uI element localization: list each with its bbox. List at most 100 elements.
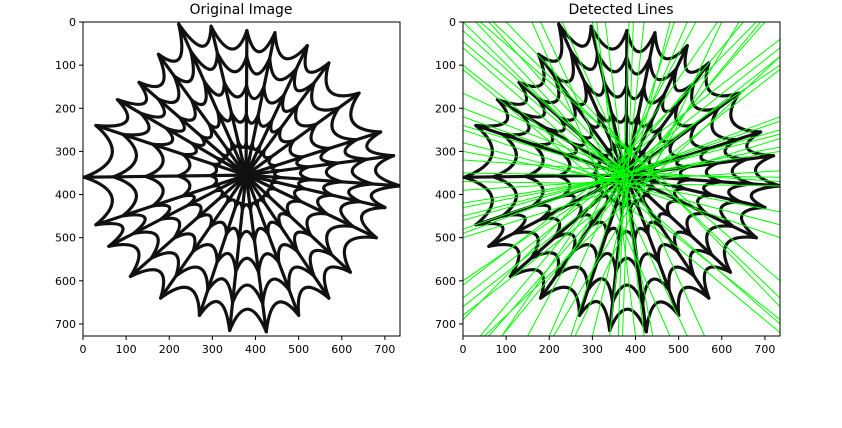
web-arc (159, 285, 202, 317)
web-spoke (536, 52, 628, 177)
web-arc (237, 229, 257, 243)
web-arc (267, 155, 278, 168)
web-spoke (624, 173, 758, 240)
web-arc (325, 224, 355, 257)
web-arc (225, 140, 234, 152)
detected-line (463, 47, 780, 325)
web-arc (531, 203, 552, 221)
y-tick-label: 500 (435, 232, 456, 245)
web-spoke (557, 22, 628, 177)
web-arc (501, 111, 531, 137)
web-arc (614, 256, 641, 274)
web-arc (602, 81, 629, 99)
detected-line (609, 22, 645, 336)
axes-frame (82, 21, 401, 337)
web-arc (753, 154, 780, 188)
web-arc (252, 226, 270, 243)
web-spoke (228, 173, 248, 332)
web-arc (641, 277, 671, 306)
web-arc (646, 220, 663, 236)
y-axis-ticks: 0 100 200 300 400 500 600 700 (55, 16, 83, 331)
web-arc (293, 187, 306, 203)
detected-line (463, 125, 628, 176)
web-arc (710, 106, 738, 142)
web-spoke (137, 80, 248, 177)
web-spoke (624, 173, 780, 188)
web-arc (128, 268, 166, 300)
web-arc (202, 79, 226, 97)
web-arc (570, 79, 588, 107)
web-arc (347, 182, 374, 204)
web-spoke (244, 173, 353, 274)
detected-line (570, 22, 675, 336)
detected-line (463, 30, 628, 178)
detected-line (505, 22, 780, 308)
web-spoke (244, 31, 277, 177)
web-arc (656, 243, 679, 264)
web-arc (94, 222, 125, 248)
web-arc (644, 300, 681, 334)
web-arc (215, 51, 249, 74)
web-arc (156, 74, 181, 105)
web-arc (264, 300, 301, 334)
web-spoke (244, 44, 309, 177)
web-arc (511, 230, 540, 260)
web-spoke (94, 173, 248, 227)
detected-line (617, 22, 630, 336)
y-tick-label: 300 (55, 145, 76, 158)
y-tick-label: 700 (55, 318, 76, 331)
web-arc (350, 157, 374, 186)
y-tick-label: 400 (435, 189, 456, 202)
web-arc (94, 98, 130, 128)
web-arc (83, 123, 114, 179)
web-arc (139, 97, 166, 119)
x-tick-label: 600 (331, 343, 352, 356)
detected-line (463, 69, 780, 333)
detected-line (574, 22, 723, 336)
web-arc (164, 116, 186, 133)
web-arc (190, 79, 208, 107)
x-tick-label: 0 (460, 343, 467, 356)
web-arc (624, 83, 646, 101)
web-arc (295, 155, 310, 169)
web-arc (308, 248, 334, 278)
web-arc (296, 285, 331, 317)
web-arc (491, 175, 518, 218)
chart-title: Original Image (189, 2, 292, 18)
web-arc (359, 205, 387, 240)
web-arc (224, 226, 241, 242)
web-arc (151, 126, 175, 147)
web-arc (256, 252, 281, 274)
web-arc (111, 175, 138, 218)
web-arc (230, 283, 265, 306)
web-arc (729, 91, 763, 134)
y-tick-label: 0 (69, 16, 76, 29)
web-arc (519, 97, 546, 119)
web-arc (310, 81, 341, 112)
detected-line (463, 137, 780, 239)
web-arc (324, 161, 344, 184)
x-tick-label: 400 (245, 343, 266, 356)
web-arc (501, 213, 527, 236)
detected-line (463, 150, 780, 213)
web-arc (303, 44, 331, 74)
web-arc (569, 49, 599, 71)
x-tick-label: 100 (496, 343, 517, 356)
panel-original-image: Original Image 0 100 200 300 400 500 600 700 0 1… (55, 2, 401, 356)
web-arc (552, 232, 577, 253)
y-tick-label: 0 (449, 16, 456, 29)
web-arc (244, 83, 266, 101)
web-arc (688, 248, 714, 278)
x-tick-label: 700 (754, 343, 775, 356)
web-arc (702, 265, 733, 300)
web-arc (273, 31, 309, 61)
detected-line (463, 133, 780, 217)
web-arc (83, 175, 114, 227)
web-arc (144, 142, 165, 179)
web-spoke (244, 173, 378, 240)
web-arc (149, 251, 181, 278)
web-arc (189, 49, 219, 71)
y-tick-label: 100 (55, 59, 76, 72)
web-arc (474, 222, 505, 248)
